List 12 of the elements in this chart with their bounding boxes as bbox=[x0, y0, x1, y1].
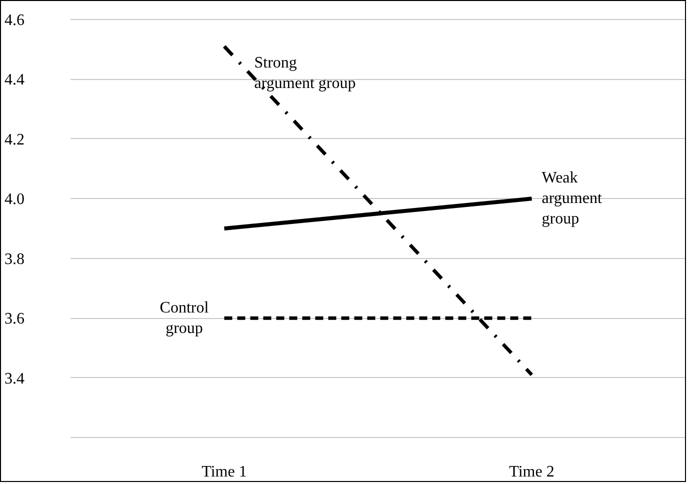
y-tick-label: 4.0 bbox=[4, 191, 24, 208]
series-label: Weak argument group bbox=[542, 170, 602, 228]
series-label: Strong argument group bbox=[254, 54, 356, 92]
y-tick-label: 4.6 bbox=[4, 12, 24, 29]
x-tick-label: Time 1 bbox=[202, 464, 247, 480]
y-tick-label: 3.8 bbox=[4, 250, 24, 268]
series-label: Control group bbox=[160, 299, 210, 337]
x-tick-label: Time 2 bbox=[509, 464, 554, 480]
y-tick-label: 4.4 bbox=[4, 72, 24, 89]
y-tick-label: 3.6 bbox=[4, 310, 24, 328]
y-tick-label: 3.4 bbox=[4, 370, 24, 388]
y-tick-label: 4.2 bbox=[4, 131, 24, 148]
